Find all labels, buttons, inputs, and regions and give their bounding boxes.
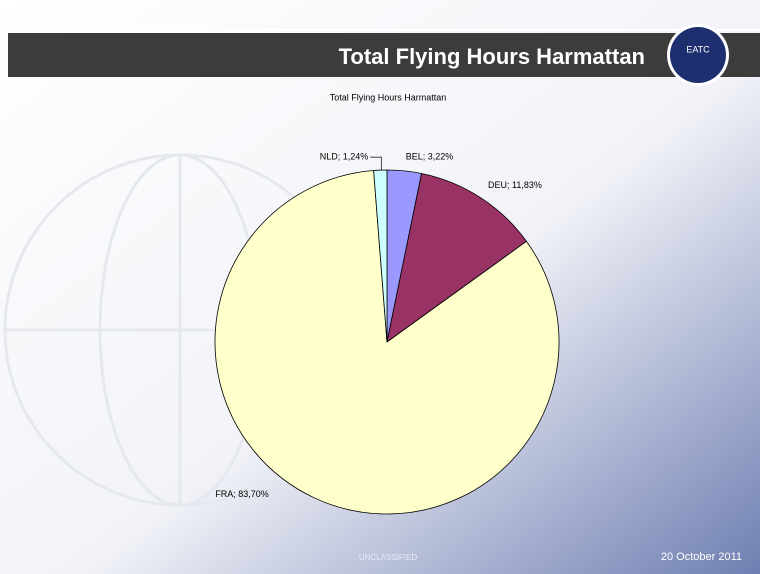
data-label: DEU; 11,83% bbox=[488, 180, 542, 190]
chart-title: Total Flying Hours Harmattan bbox=[330, 92, 447, 102]
slide-title: Total Flying Hours Harmattan bbox=[339, 44, 645, 69]
classification: UNCLASSIFIED bbox=[359, 553, 417, 562]
page: Total Flying Hours Harmattan EATC Total … bbox=[0, 0, 760, 574]
date: 20 October 2011 bbox=[661, 551, 742, 563]
logo bbox=[670, 27, 726, 83]
data-label: BEL; 3,22% bbox=[406, 151, 454, 161]
logo-text: EATC bbox=[686, 44, 710, 54]
slide: Total Flying Hours Harmattan EATC Total … bbox=[0, 0, 760, 574]
data-label: NLD; 1,24% bbox=[320, 152, 369, 162]
header-rule bbox=[8, 29, 760, 31]
data-label: FRA; 83,70% bbox=[215, 489, 269, 499]
